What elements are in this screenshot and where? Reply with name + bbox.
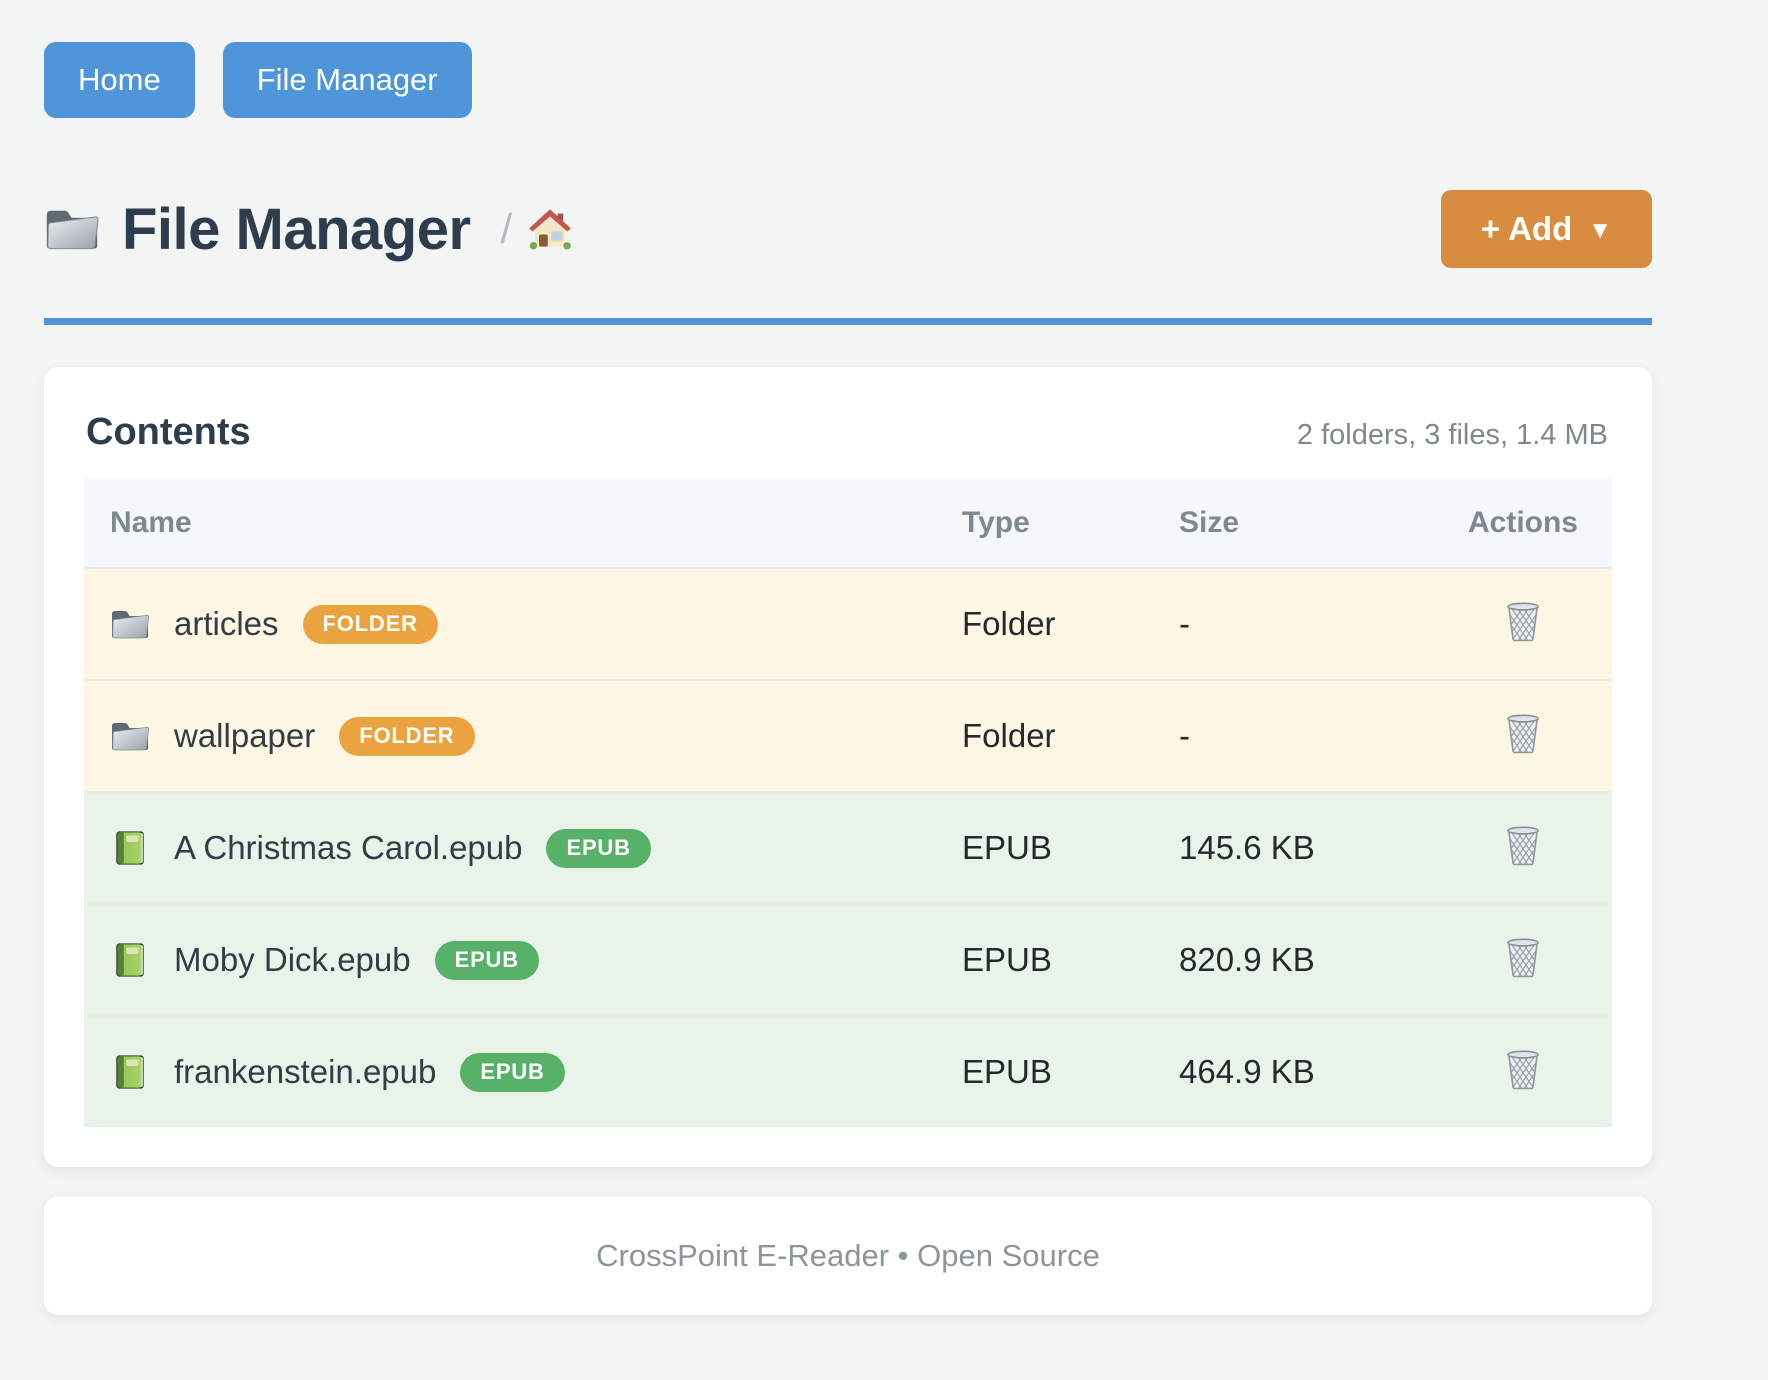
file-type: EPUB xyxy=(962,941,1052,978)
footer-card: CrossPoint E-Reader • Open Source xyxy=(44,1197,1652,1315)
contents-summary: 2 folders, 3 files, 1.4 MB xyxy=(1296,419,1608,451)
folder-icon xyxy=(110,606,150,642)
name-cell[interactable]: A Christmas Carol.epub EPUB xyxy=(84,828,962,868)
page-header: File Manager / + Add ▼ xyxy=(44,190,1652,268)
file-size: 820.9 KB xyxy=(1179,941,1315,978)
column-header-type: Type xyxy=(962,505,1030,539)
actions-cell xyxy=(1434,710,1612,762)
file-type: Folder xyxy=(962,717,1056,754)
file-size: - xyxy=(1179,605,1190,642)
nav-file-manager-button[interactable]: File Manager xyxy=(222,42,472,118)
delete-button[interactable] xyxy=(1501,934,1545,982)
table-row[interactable]: A Christmas Carol.epub EPUB EPUB 145.6 K… xyxy=(84,791,1612,903)
name-cell[interactable]: articles FOLDER xyxy=(84,604,962,644)
nav-home-button[interactable]: Home xyxy=(44,42,195,118)
actions-cell xyxy=(1434,822,1612,874)
contents-card-header: Contents 2 folders, 3 files, 1.4 MB xyxy=(84,397,1612,454)
delete-button[interactable] xyxy=(1501,822,1545,870)
name-cell[interactable]: wallpaper FOLDER xyxy=(84,716,962,756)
table-row[interactable]: articles FOLDER Folder - xyxy=(84,567,1612,679)
table-body: articles FOLDER Folder - wallpaper FOLDE… xyxy=(84,567,1612,1127)
file-size: - xyxy=(1179,717,1190,754)
file-type-badge: EPUB xyxy=(546,828,651,868)
delete-button[interactable] xyxy=(1501,1046,1545,1094)
name-cell[interactable]: Moby Dick.epub EPUB xyxy=(84,940,962,980)
file-type: EPUB xyxy=(962,829,1052,866)
green-book-icon xyxy=(110,942,150,978)
contents-card: Contents 2 folders, 3 files, 1.4 MB Name… xyxy=(44,367,1652,1167)
wastebasket-icon xyxy=(1505,938,1541,978)
actions-cell xyxy=(1434,1046,1612,1098)
name-cell[interactable]: frankenstein.epub EPUB xyxy=(84,1052,962,1092)
wastebasket-icon xyxy=(1505,826,1541,866)
page: Home File Manager File Manager / + Add ▼… xyxy=(44,0,1652,1315)
page-title: File Manager xyxy=(122,196,471,262)
add-button-label: + Add xyxy=(1480,210,1573,247)
green-book-icon xyxy=(110,1054,150,1090)
folder-icon xyxy=(110,718,150,754)
footer-text: CrossPoint E-Reader • Open Source xyxy=(596,1238,1100,1273)
actions-cell xyxy=(1434,934,1612,986)
file-type-badge: EPUB xyxy=(460,1052,565,1092)
wastebasket-icon xyxy=(1505,714,1541,754)
column-header-actions: Actions xyxy=(1467,505,1578,539)
table-row[interactable]: Moby Dick.epub EPUB EPUB 820.9 KB xyxy=(84,903,1612,1015)
table-row[interactable]: wallpaper FOLDER Folder - xyxy=(84,679,1612,791)
wastebasket-icon xyxy=(1505,602,1541,642)
file-table: Name Type Size Actions articles FOLDER F… xyxy=(84,478,1612,1127)
folder-icon xyxy=(44,205,100,253)
green-book-icon xyxy=(110,830,150,866)
column-header-name: Name xyxy=(110,505,192,539)
table-row[interactable]: frankenstein.epub EPUB EPUB 464.9 KB xyxy=(84,1015,1612,1127)
column-header-size: Size xyxy=(1179,505,1240,539)
file-name: A Christmas Carol.epub xyxy=(174,829,523,866)
house-icon[interactable] xyxy=(528,207,572,251)
contents-heading: Contents xyxy=(86,411,251,453)
file-name: articles xyxy=(174,605,279,642)
breadcrumb-separator: / xyxy=(500,205,513,252)
file-size: 145.6 KB xyxy=(1179,829,1315,866)
file-name: wallpaper xyxy=(174,717,316,754)
actions-cell xyxy=(1434,598,1612,650)
file-size: 464.9 KB xyxy=(1179,1053,1315,1090)
wastebasket-icon xyxy=(1505,1050,1541,1090)
add-button[interactable]: + Add ▼ xyxy=(1440,190,1652,268)
title-divider xyxy=(44,318,1652,325)
file-type-badge: EPUB xyxy=(434,940,539,980)
file-name: Moby Dick.epub xyxy=(174,941,411,978)
delete-button[interactable] xyxy=(1501,598,1545,646)
chevron-down-icon: ▼ xyxy=(1588,217,1612,244)
table-header-row: Name Type Size Actions xyxy=(84,478,1612,567)
file-name: frankenstein.epub xyxy=(174,1053,437,1090)
delete-button[interactable] xyxy=(1501,710,1545,758)
file-type: Folder xyxy=(962,605,1056,642)
file-type-badge: FOLDER xyxy=(339,716,475,756)
title-group: File Manager / xyxy=(44,196,572,263)
top-navigation: Home File Manager xyxy=(44,0,1652,118)
file-type: EPUB xyxy=(962,1053,1052,1090)
file-type-badge: FOLDER xyxy=(302,604,438,644)
